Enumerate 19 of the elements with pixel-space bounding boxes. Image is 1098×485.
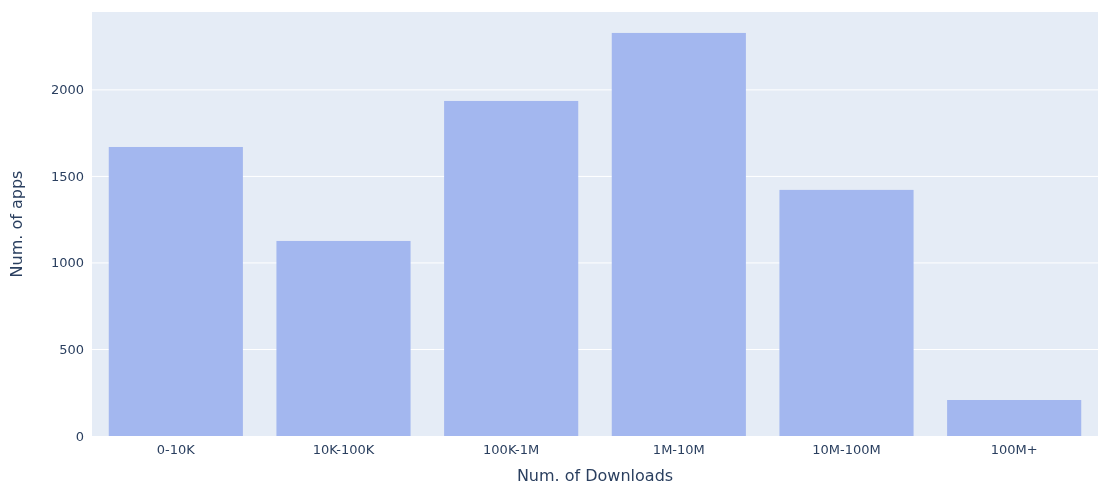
bar xyxy=(947,400,1082,436)
bar xyxy=(779,189,914,436)
x-tick-label: 100M+ xyxy=(990,442,1038,457)
x-tick-label: 10K-100K xyxy=(312,442,375,457)
y-axis-title: Num. of apps xyxy=(7,170,26,278)
bar xyxy=(444,100,579,436)
y-tick-label: 2000 xyxy=(50,82,84,98)
bar xyxy=(276,240,411,436)
y-tick-label: 500 xyxy=(59,342,84,358)
x-tick-label: 10M-100M xyxy=(812,442,881,457)
bar xyxy=(611,32,746,436)
x-tick-label: 100K-1M xyxy=(483,442,540,457)
y-tick-label: 1500 xyxy=(50,168,84,184)
y-tick-label: 0 xyxy=(75,428,84,444)
bar xyxy=(108,146,243,436)
x-axis-title: Num. of Downloads xyxy=(516,466,674,485)
x-tick-label: 1M-10M xyxy=(652,442,705,457)
y-tick-label: 1000 xyxy=(50,255,84,271)
x-tick-label: 0-10K xyxy=(156,442,196,457)
